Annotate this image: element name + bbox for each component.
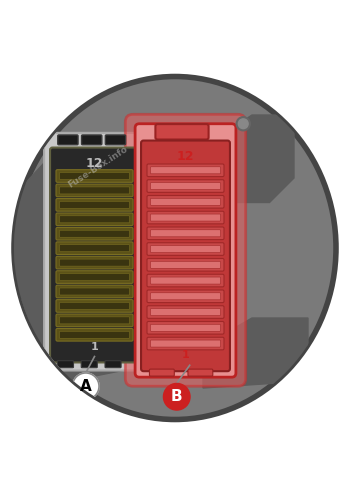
FancyBboxPatch shape bbox=[150, 261, 220, 268]
FancyBboxPatch shape bbox=[150, 230, 220, 237]
FancyBboxPatch shape bbox=[135, 124, 236, 377]
FancyBboxPatch shape bbox=[58, 135, 78, 145]
FancyBboxPatch shape bbox=[82, 135, 102, 145]
FancyBboxPatch shape bbox=[147, 227, 224, 240]
Polygon shape bbox=[203, 318, 308, 388]
FancyBboxPatch shape bbox=[141, 140, 230, 371]
FancyBboxPatch shape bbox=[56, 213, 133, 226]
Circle shape bbox=[236, 117, 250, 131]
FancyBboxPatch shape bbox=[147, 211, 224, 224]
FancyBboxPatch shape bbox=[147, 274, 224, 287]
FancyBboxPatch shape bbox=[150, 324, 220, 331]
FancyBboxPatch shape bbox=[105, 135, 126, 145]
Circle shape bbox=[163, 383, 190, 410]
FancyBboxPatch shape bbox=[60, 187, 130, 194]
FancyBboxPatch shape bbox=[60, 288, 130, 295]
FancyBboxPatch shape bbox=[147, 243, 224, 255]
FancyBboxPatch shape bbox=[50, 147, 139, 363]
FancyBboxPatch shape bbox=[150, 309, 220, 315]
FancyBboxPatch shape bbox=[147, 180, 224, 192]
Text: A: A bbox=[80, 379, 92, 394]
FancyBboxPatch shape bbox=[57, 361, 74, 368]
Text: 1: 1 bbox=[91, 342, 98, 352]
Text: 12: 12 bbox=[177, 150, 194, 163]
Text: Fuse-Box.info: Fuse-Box.info bbox=[66, 145, 130, 190]
FancyBboxPatch shape bbox=[60, 317, 130, 324]
FancyBboxPatch shape bbox=[150, 167, 220, 174]
Text: 12: 12 bbox=[86, 157, 103, 170]
FancyBboxPatch shape bbox=[60, 173, 130, 180]
FancyBboxPatch shape bbox=[188, 369, 213, 376]
FancyBboxPatch shape bbox=[56, 242, 133, 254]
FancyBboxPatch shape bbox=[150, 293, 220, 300]
FancyBboxPatch shape bbox=[149, 369, 174, 376]
FancyBboxPatch shape bbox=[147, 164, 224, 177]
FancyBboxPatch shape bbox=[60, 274, 130, 281]
FancyBboxPatch shape bbox=[81, 361, 97, 368]
FancyBboxPatch shape bbox=[150, 246, 220, 252]
FancyBboxPatch shape bbox=[150, 277, 220, 284]
FancyBboxPatch shape bbox=[147, 258, 224, 271]
FancyBboxPatch shape bbox=[56, 300, 133, 312]
FancyBboxPatch shape bbox=[56, 314, 133, 327]
FancyBboxPatch shape bbox=[60, 303, 130, 310]
FancyBboxPatch shape bbox=[56, 271, 133, 283]
FancyBboxPatch shape bbox=[147, 337, 224, 350]
FancyBboxPatch shape bbox=[60, 216, 130, 223]
Polygon shape bbox=[208, 115, 294, 202]
FancyBboxPatch shape bbox=[147, 195, 224, 208]
FancyBboxPatch shape bbox=[60, 201, 130, 208]
FancyBboxPatch shape bbox=[125, 114, 246, 386]
FancyBboxPatch shape bbox=[150, 214, 220, 221]
FancyBboxPatch shape bbox=[56, 328, 133, 341]
FancyBboxPatch shape bbox=[60, 245, 130, 251]
Polygon shape bbox=[14, 150, 88, 325]
FancyBboxPatch shape bbox=[150, 198, 220, 205]
Circle shape bbox=[72, 373, 99, 400]
FancyBboxPatch shape bbox=[56, 228, 133, 240]
Polygon shape bbox=[21, 255, 122, 381]
FancyBboxPatch shape bbox=[155, 124, 209, 139]
FancyBboxPatch shape bbox=[150, 340, 220, 347]
FancyBboxPatch shape bbox=[56, 256, 133, 269]
Ellipse shape bbox=[14, 76, 336, 420]
FancyBboxPatch shape bbox=[60, 331, 130, 338]
FancyBboxPatch shape bbox=[147, 290, 224, 303]
FancyBboxPatch shape bbox=[60, 259, 130, 266]
Text: B: B bbox=[171, 389, 183, 404]
FancyBboxPatch shape bbox=[105, 361, 121, 368]
FancyBboxPatch shape bbox=[56, 170, 133, 183]
FancyBboxPatch shape bbox=[60, 230, 130, 237]
FancyBboxPatch shape bbox=[150, 183, 220, 189]
FancyBboxPatch shape bbox=[44, 133, 145, 371]
FancyBboxPatch shape bbox=[56, 184, 133, 197]
FancyBboxPatch shape bbox=[147, 321, 224, 334]
FancyBboxPatch shape bbox=[56, 285, 133, 298]
Circle shape bbox=[238, 119, 248, 128]
FancyBboxPatch shape bbox=[56, 198, 133, 211]
Text: 1: 1 bbox=[182, 351, 189, 361]
FancyBboxPatch shape bbox=[147, 306, 224, 318]
